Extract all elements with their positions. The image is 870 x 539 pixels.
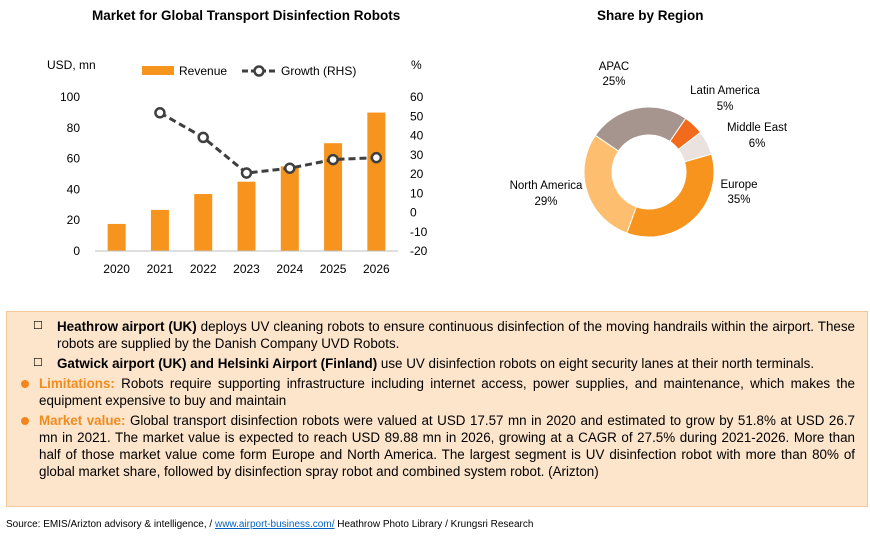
y2-tick-label: 40	[410, 129, 424, 143]
note-market-label: Market value:	[39, 413, 126, 428]
x-tick-label: 2024	[276, 262, 303, 276]
y-tick-label: 100	[60, 90, 80, 104]
revenue-bar	[367, 112, 386, 251]
legend-growth-marker	[253, 65, 265, 77]
note-market-text: Global transport disinfection robots wer…	[39, 413, 855, 479]
pie-slice-value: 5%	[717, 101, 734, 113]
growth-point	[154, 107, 166, 119]
pie-slice-value: 35%	[727, 194, 750, 206]
x-axis-ticks: 2020 2021 2022 2023 2024 2025 2026	[103, 262, 390, 276]
revenue-bar	[237, 181, 256, 251]
pie-slice-value: 6%	[749, 138, 766, 150]
note-limitations-label: Limitations:	[39, 376, 115, 391]
growth-point	[197, 131, 209, 144]
square-bullet-icon: ☐	[33, 357, 43, 369]
key-points-box: ☐ Heathrow airport (UK) deploys UV clean…	[6, 311, 868, 507]
pie-slice-label: APAC	[599, 61, 629, 73]
square-bullet-icon: ☐	[33, 320, 43, 332]
x-tick-label: 2023	[233, 262, 260, 276]
left-axis-ticks: 0 20 40 60 80 100	[60, 90, 80, 258]
y2-tick-label: -20	[410, 244, 428, 258]
revenue-bar	[150, 209, 169, 251]
circle-bullet-icon	[21, 417, 29, 425]
note-limitations-text: Robots require supporting infrastructure…	[39, 376, 855, 408]
note-limitations: Limitations: Robots require supporting i…	[21, 375, 855, 409]
revenue-bar	[324, 143, 343, 251]
y2-tick-label: 50	[410, 109, 424, 123]
revenue-bar	[280, 166, 299, 251]
x-tick-label: 2021	[147, 262, 174, 276]
pie-labels: Europe 35% North America 29% APAC 25% Latin Am…	[510, 61, 788, 208]
revenue-bar	[107, 223, 126, 251]
y2-tick-label: 60	[410, 90, 424, 104]
pie-chart: Europe 35% North America 29% APAC 25% Latin Am…	[510, 61, 788, 238]
source-link[interactable]: www.airport-business.com/	[214, 519, 335, 530]
x-tick-label: 2020	[103, 262, 130, 276]
pie-slice	[594, 106, 687, 152]
revenue-bar	[194, 194, 213, 251]
y2-tick-label: 10	[410, 186, 424, 200]
y-tick-label: 40	[67, 182, 81, 196]
pie-slice-label: Europe	[720, 179, 757, 191]
pie-slice-label: Middle East	[727, 122, 788, 134]
x-tick-label: 2025	[320, 262, 347, 276]
x-tick-label: 2026	[363, 262, 390, 276]
pie-slice-label: Latin America	[690, 85, 760, 97]
circle-bullet-icon	[21, 380, 29, 388]
legend-revenue-label: Revenue	[179, 64, 227, 78]
note-heathrow-text: deploys UV cleaning robots to ensure con…	[57, 319, 855, 351]
growth-line	[154, 107, 383, 179]
note-heathrow: ☐ Heathrow airport (UK) deploys UV clean…	[21, 318, 855, 352]
pie-slice-value: 25%	[602, 76, 625, 88]
y-tick-label: 20	[67, 213, 81, 227]
note-market-value: Market value: Global transport disinfect…	[21, 412, 855, 480]
growth-point	[284, 162, 296, 174]
y-tick-label: 0	[73, 244, 80, 258]
bar-chart: USD, mn % Revenue Growth (RHS) 0 20 40 60 80 1…	[47, 58, 428, 276]
pie-slice-value: 29%	[534, 196, 557, 208]
pie-slice-label: North America	[510, 180, 583, 192]
pie-slice	[583, 134, 637, 234]
source-note: Source: EMIS/Arizton advisory & intellig…	[6, 519, 533, 530]
y-axis-label: USD, mn	[47, 58, 96, 72]
pie-slice	[677, 131, 713, 163]
x-tick-label: 2022	[190, 262, 217, 276]
y2-tick-label: 0	[410, 206, 417, 220]
note-gatwick: ☐ Gatwick airport (UK) and Helsinki Airp…	[21, 355, 855, 372]
y2-tick-label: -10	[410, 225, 428, 239]
pie-chart-title: Share by Region	[597, 8, 704, 23]
revenue-bars	[107, 112, 386, 251]
note-gatwick-text: use UV disinfection robots on eight secu…	[377, 356, 815, 371]
growth-point	[327, 153, 339, 166]
y2-tick-label: 30	[410, 148, 424, 162]
legend-growth-label: Growth (RHS)	[281, 64, 356, 78]
chart-legend: Revenue Growth (RHS)	[142, 64, 356, 78]
right-axis-ticks: -20 -10 0 10 20 30 40 50 60	[410, 90, 428, 258]
growth-point	[370, 151, 383, 164]
y-tick-label: 60	[67, 152, 81, 166]
growth-line-path	[159, 111, 377, 175]
y-tick-label: 80	[67, 121, 81, 135]
growth-point	[240, 167, 253, 179]
note-heathrow-bold: Heathrow airport (UK)	[57, 319, 197, 334]
note-gatwick-bold: Gatwick airport (UK) and Helsinki Airpor…	[57, 356, 378, 371]
bar-chart-title: Market for Global Transport Disinfection…	[92, 8, 401, 23]
y2-axis-label: %	[411, 58, 422, 72]
pie-slice	[626, 153, 715, 238]
source-suffix: Heathrow Photo Library / Krungsri Resear…	[334, 519, 534, 530]
y2-tick-label: 20	[410, 167, 424, 181]
source-prefix: Source: EMIS/Arizton advisory & intellig…	[6, 519, 215, 530]
legend-revenue-swatch	[142, 66, 174, 75]
pie-slices	[583, 106, 715, 238]
